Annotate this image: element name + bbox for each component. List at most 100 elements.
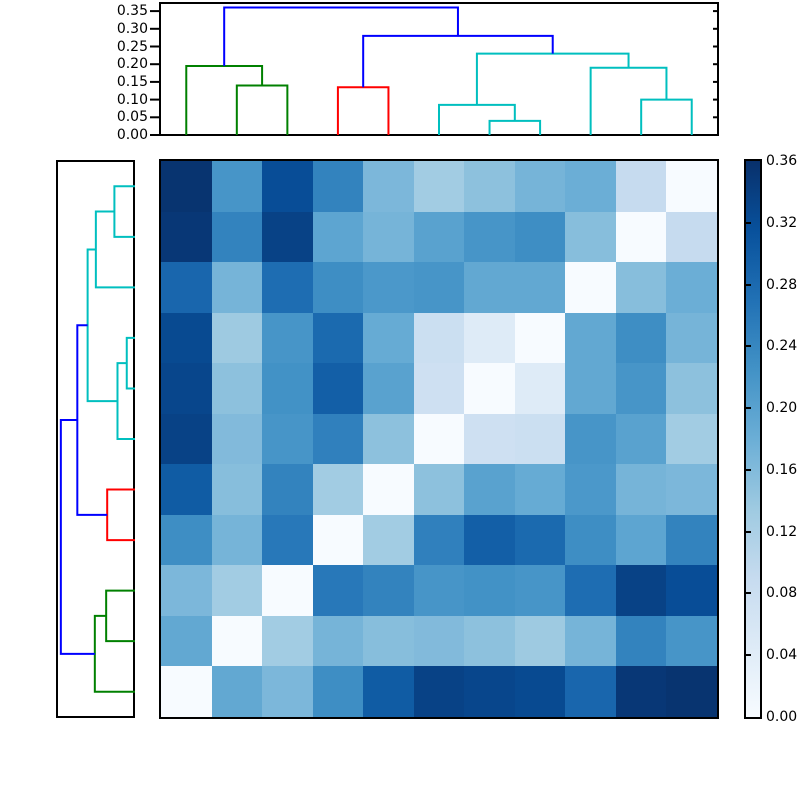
heatmap-cell [161, 363, 212, 414]
heatmap-cell [666, 312, 717, 364]
heatmap-cell [565, 262, 616, 313]
heatmap-cell [615, 514, 667, 566]
heatmap-cell [211, 666, 263, 717]
heatmap-cell [363, 363, 414, 414]
dendrogram-link [336, 86, 390, 135]
heatmap-cell [262, 211, 313, 263]
heatmap-cell [211, 565, 263, 616]
heatmap-cell [615, 161, 667, 212]
heatmap-cell [514, 363, 566, 414]
heatmap-cell [211, 363, 263, 414]
top-axis-tick-label: 0.25 [116, 38, 148, 55]
heatmap-cell [161, 312, 212, 364]
heatmap-cell [615, 615, 667, 667]
heatmap-cell [161, 565, 212, 616]
heatmap-cell [615, 312, 667, 364]
top-axis-tick-label: 0.00 [116, 127, 148, 143]
dendrogram-link [235, 84, 289, 135]
dendrogram-link [59, 419, 95, 655]
heatmap-cell [312, 565, 364, 616]
heatmap-cell [565, 615, 616, 667]
heatmap-cell [211, 413, 263, 465]
colorbar-tick-label: 0.00 [766, 709, 798, 725]
heatmap-cell [363, 464, 414, 515]
colorbar-tick [746, 221, 751, 224]
top-axis-tick-label: 0.10 [116, 91, 148, 108]
dendrogram-link [475, 52, 630, 105]
heatmap-cell [363, 161, 414, 212]
top-axis-tick-label: 0.15 [116, 73, 148, 90]
heatmap-cell [363, 666, 414, 717]
heatmap-cell [262, 413, 313, 465]
heatmap-cell [312, 211, 364, 263]
heatmap-cell [565, 565, 616, 616]
heatmap-cell [161, 262, 212, 313]
heatmap-cell [666, 363, 717, 414]
colorbar-tick [746, 530, 751, 533]
dendrogram-link [106, 488, 135, 542]
heatmap-cell [262, 363, 313, 414]
heatmap-cell [211, 211, 263, 263]
heatmap-cell [565, 363, 616, 414]
heatmap-cell [262, 262, 313, 313]
heatmap-cell [615, 565, 667, 616]
colorbar-tick-label: 0.20 [766, 400, 798, 417]
colorbar-tick-label: 0.32 [766, 214, 798, 231]
colorbar-tick-label: 0.12 [766, 523, 798, 540]
heatmap-cell [666, 211, 717, 263]
heatmap-cell [413, 666, 465, 717]
heatmap-cell [565, 413, 616, 465]
heatmap-cell [464, 363, 515, 414]
heatmap-cell [161, 666, 212, 717]
heatmap-cell [262, 464, 313, 515]
heatmap-cell [464, 211, 515, 263]
heatmap-cell [666, 565, 717, 616]
heatmap-cell [464, 312, 515, 364]
heatmap-cell [262, 161, 313, 212]
dendrogram-link [105, 589, 135, 643]
heatmap-cell [312, 161, 364, 212]
heatmap-cell [514, 312, 566, 364]
heatmap-cell [615, 262, 667, 313]
dendrogram-link [113, 185, 135, 238]
colorbar [744, 159, 762, 719]
heatmap-cell [464, 666, 515, 717]
heatmap-cell [262, 615, 313, 667]
heatmap-cell [161, 161, 212, 212]
heatmap-cell [413, 413, 465, 465]
heatmap-cell [211, 464, 263, 515]
heatmap-cell [161, 514, 212, 566]
colorbar-tick [746, 345, 751, 348]
heatmap [159, 159, 719, 719]
heatmap-cell [413, 161, 465, 212]
heatmap-cell [161, 464, 212, 515]
heatmap-cell [464, 413, 515, 465]
heatmap-cell [161, 413, 212, 465]
colorbar-tick [746, 654, 751, 657]
heatmap-cell [514, 262, 566, 313]
heatmap-cell [211, 514, 263, 566]
heatmap-cell [565, 464, 616, 515]
heatmap-cell [312, 262, 364, 313]
top-axis-tick-label: 0.35 [116, 3, 148, 20]
heatmap-cell [363, 211, 414, 263]
heatmap-cell [514, 565, 566, 616]
dendrogram-link [640, 98, 693, 135]
heatmap-cell [615, 666, 667, 717]
heatmap-cell [615, 413, 667, 465]
heatmap-cell [312, 413, 364, 465]
colorbar-tick [746, 407, 751, 410]
dendrogram-link [362, 34, 554, 88]
dendrogram-link [185, 64, 264, 135]
heatmap-cell [565, 161, 616, 212]
colorbar-tick-label: 0.24 [766, 338, 798, 355]
heatmap-cell [413, 262, 465, 313]
heatmap-cell [666, 666, 717, 717]
colorbar-tick [746, 283, 751, 286]
heatmap-cell [262, 666, 313, 717]
colorbar-tick-label: 0.08 [766, 585, 798, 602]
colorbar-tick-label: 0.36 [766, 153, 798, 169]
heatmap-cell [262, 514, 313, 566]
